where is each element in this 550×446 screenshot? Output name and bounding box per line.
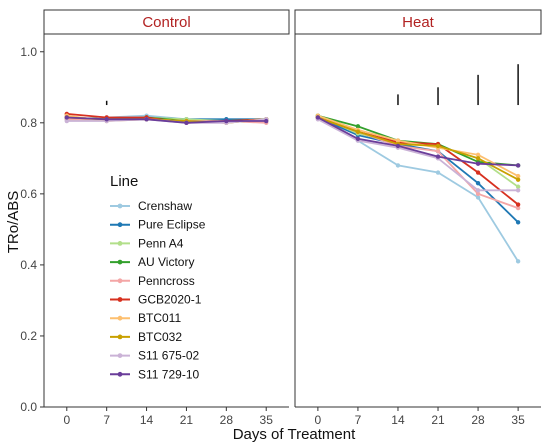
legend-swatch-point-pure-eclipse [117, 222, 123, 228]
point-heat-gcb2020-1-28 [475, 170, 481, 175]
x-axis-title: Days of Treatment [233, 426, 356, 443]
point-control-s11-675-02-0 [64, 118, 69, 124]
point-heat-s11-675-02-35 [515, 188, 521, 193]
point-heat-btc011-28 [475, 152, 481, 157]
point-control-s11-729-10-21 [184, 120, 189, 126]
point-control-s11-729-10-28 [224, 118, 229, 124]
point-heat-penncross-35 [515, 205, 521, 211]
series-line-heat-s11-729-10 [317, 116, 519, 167]
series-line-heat-btc032 [317, 116, 519, 181]
annotation-layer [105, 64, 519, 106]
y-axis-title: TRo/ABS [5, 191, 22, 254]
point-heat-au-victory-7 [355, 124, 361, 129]
point-heat-pure-eclipse-28 [475, 181, 481, 186]
point-heat-btc011-14 [395, 138, 401, 143]
y-tick-label-0.2: 0.2 [20, 329, 37, 343]
x-axes: 0 7 14 21 28 35 0 7 14 21 28 35 [63, 407, 525, 427]
point-heat-btc032-7 [355, 129, 361, 134]
legend-title: Line [110, 173, 138, 190]
x-tick-label-control-7: 7 [103, 413, 110, 427]
point-heat-s11-729-10-0 [315, 115, 321, 120]
y-tick-label-0.4: 0.4 [20, 258, 37, 272]
x-tick-label-heat-0: 0 [315, 413, 322, 427]
point-heat-btc032-21 [435, 143, 441, 149]
legend-label-btc032: BTC032 [138, 330, 182, 344]
series-line-heat-s11-675-02 [317, 118, 519, 192]
x-tick-label-heat-14: 14 [391, 413, 405, 427]
series-line-control-s11-729-10 [66, 116, 267, 124]
point-heat-s11-729-10-21 [435, 154, 441, 159]
facet-panels [43, 34, 541, 408]
x-tick-label-heat-28: 28 [471, 413, 485, 427]
point-heat-s11-729-10-28 [475, 161, 481, 166]
legend-swatch-point-s11-729-10 [117, 371, 123, 377]
point-heat-gcb2020-1-35 [515, 202, 521, 207]
legend-label-s11-729-10: S11 729-10 [138, 367, 199, 381]
legend-swatch-point-au-victory [117, 259, 123, 265]
x-tick-label-control-0: 0 [63, 413, 70, 427]
point-heat-s11-729-10-7 [355, 136, 361, 141]
y-tick-label-0.8: 0.8 [20, 116, 37, 130]
legend-swatch-point-penn-a4 [117, 241, 123, 246]
legend-swatch-point-crenshaw [117, 203, 123, 209]
point-heat-btc011-35 [515, 173, 521, 179]
legend-label-gcb2020-1: GCB2020-1 [138, 293, 202, 307]
x-tick-label-control-14: 14 [140, 413, 154, 427]
legend-swatch-point-gcb2020-1 [117, 297, 123, 302]
point-heat-s11-675-02-28 [475, 188, 481, 193]
point-heat-btc032-35 [515, 177, 521, 182]
legend-label-btc011: BTC011 [138, 311, 181, 325]
x-tick-label-control-28: 28 [220, 413, 234, 427]
x-tick-label-control-21: 21 [180, 413, 194, 427]
legend-label-crenshaw: Crenshaw [138, 199, 192, 213]
point-heat-crenshaw-28 [475, 195, 481, 200]
y-tick-label-0.6: 0.6 [20, 187, 37, 201]
facet-strips: Control Heat [43, 9, 542, 35]
point-heat-penncross-28 [475, 191, 481, 197]
point-heat-pure-eclipse-35 [515, 220, 521, 225]
point-heat-btc032-28 [475, 156, 481, 161]
legend-label-s11-675-02: S11 675-02 [138, 349, 199, 363]
point-control-s11-729-10-0 [64, 115, 69, 120]
point-heat-crenshaw-14 [395, 163, 401, 168]
legend-label-penncross: Penncross [138, 274, 195, 288]
point-control-s11-729-10-35 [264, 118, 269, 124]
legend-label-penn-a4: Penn A4 [138, 236, 184, 250]
x-tick-label-control-35: 35 [260, 413, 274, 427]
point-heat-crenshaw-21 [435, 170, 441, 175]
point-control-s11-729-10-14 [144, 117, 149, 122]
legend-swatch-point-penncross [117, 278, 123, 284]
x-tick-label-heat-35: 35 [511, 413, 525, 427]
point-control-s11-729-10-7 [104, 117, 109, 122]
legend-label-pure-eclipse: Pure Eclipse [138, 218, 206, 232]
series-layer [64, 111, 521, 264]
facet-strip-label-control: Control [142, 14, 190, 31]
x-tick-label-heat-21: 21 [431, 413, 445, 427]
facet-strip-label-heat: Heat [402, 14, 435, 31]
legend-swatch-point-btc032 [117, 334, 123, 340]
legend-swatch-point-s11-675-02 [117, 353, 123, 358]
point-heat-s11-729-10-35 [515, 163, 521, 168]
x-tick-label-heat-7: 7 [355, 413, 362, 427]
point-heat-s11-729-10-14 [395, 143, 401, 149]
point-heat-penncross-21 [435, 149, 441, 154]
facet-strip-control [43, 9, 290, 35]
legend-label-au-victory: AU Victory [138, 255, 194, 269]
y-tick-label-0: 0.0 [20, 400, 37, 414]
series-line-heat-au-victory [317, 114, 519, 167]
point-heat-crenshaw-35 [515, 259, 521, 264]
point-heat-penn-a4-35 [515, 184, 521, 189]
legend-swatch-point-btc011 [117, 315, 123, 321]
facet-strip-heat [294, 9, 542, 35]
y-tick-label-1: 1.0 [20, 45, 37, 59]
y-axis: 0.0 0.2 0.4 0.6 0.8 1.0 [20, 45, 44, 414]
